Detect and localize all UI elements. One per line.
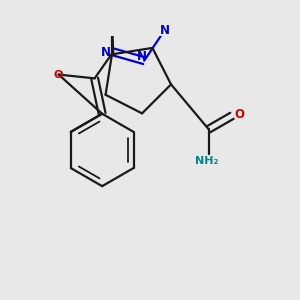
Text: NH₂: NH₂ xyxy=(195,156,219,166)
Text: N: N xyxy=(160,24,170,37)
Text: N: N xyxy=(101,46,111,59)
Text: O: O xyxy=(53,70,63,80)
Text: N: N xyxy=(137,50,147,63)
Text: O: O xyxy=(235,108,245,121)
